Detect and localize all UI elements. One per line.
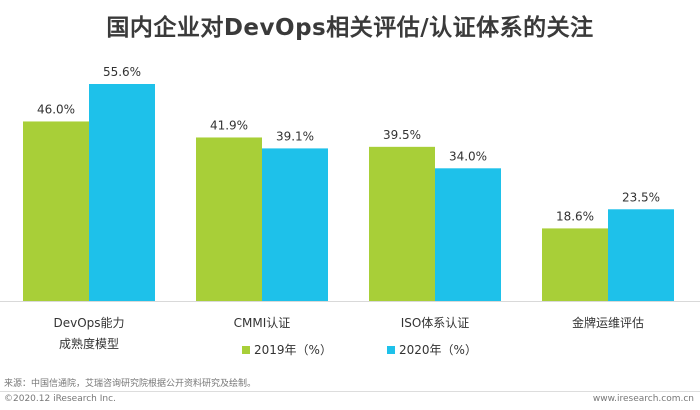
bar-2019-0 [23,121,89,302]
bar-2020-0 [89,84,155,301]
legend-label-2020: 2020年（%） [399,343,477,357]
category-label-3: 金牌运维评估 [572,315,644,330]
data-label-2019-2: 39.5% [383,128,421,142]
category-label-1: CMMI认证 [234,316,291,330]
category-label-2: ISO体系认证 [401,316,470,330]
bar-2020-3 [608,209,674,301]
legend-item-2020: 2020年（%） [387,341,477,358]
data-label-2020-0: 55.6% [103,65,141,79]
data-label-2020-2: 34.0% [449,149,487,163]
bar-2020-1 [262,148,328,301]
bar-2020-2 [435,168,501,301]
footer-divider [0,391,700,392]
legend-swatch-2019 [242,345,250,354]
data-label-2020-1: 39.1% [276,129,314,143]
bar-2019-3 [542,228,608,301]
category-label-0-line0: DevOps能力 [53,316,124,330]
data-label-2019-3: 18.6% [556,209,594,223]
category-label-0-line1: 成熟度模型 [59,336,119,351]
bar-2019-2 [369,146,435,301]
data-label-2019-0: 46.0% [37,102,75,116]
legend-item-2019: 2019年（%） [242,341,332,358]
source-note: 来源：中国信通院，艾瑞咨询研究院根据公开资料研究及绘制。 [4,379,257,389]
data-label-2020-3: 23.5% [622,190,660,204]
copyright-text: ©2020.12 iResearch Inc. [4,394,116,404]
legend-label-2019: 2019年（%） [254,343,332,357]
website-url: www.iresearch.com.cn [592,394,694,404]
chart-title: 国内企业对DevOps相关评估/认证体系的关注 [106,15,594,41]
bar-2019-1 [196,137,262,301]
data-label-2019-1: 41.9% [210,118,248,132]
legend-swatch-2020 [387,345,395,354]
